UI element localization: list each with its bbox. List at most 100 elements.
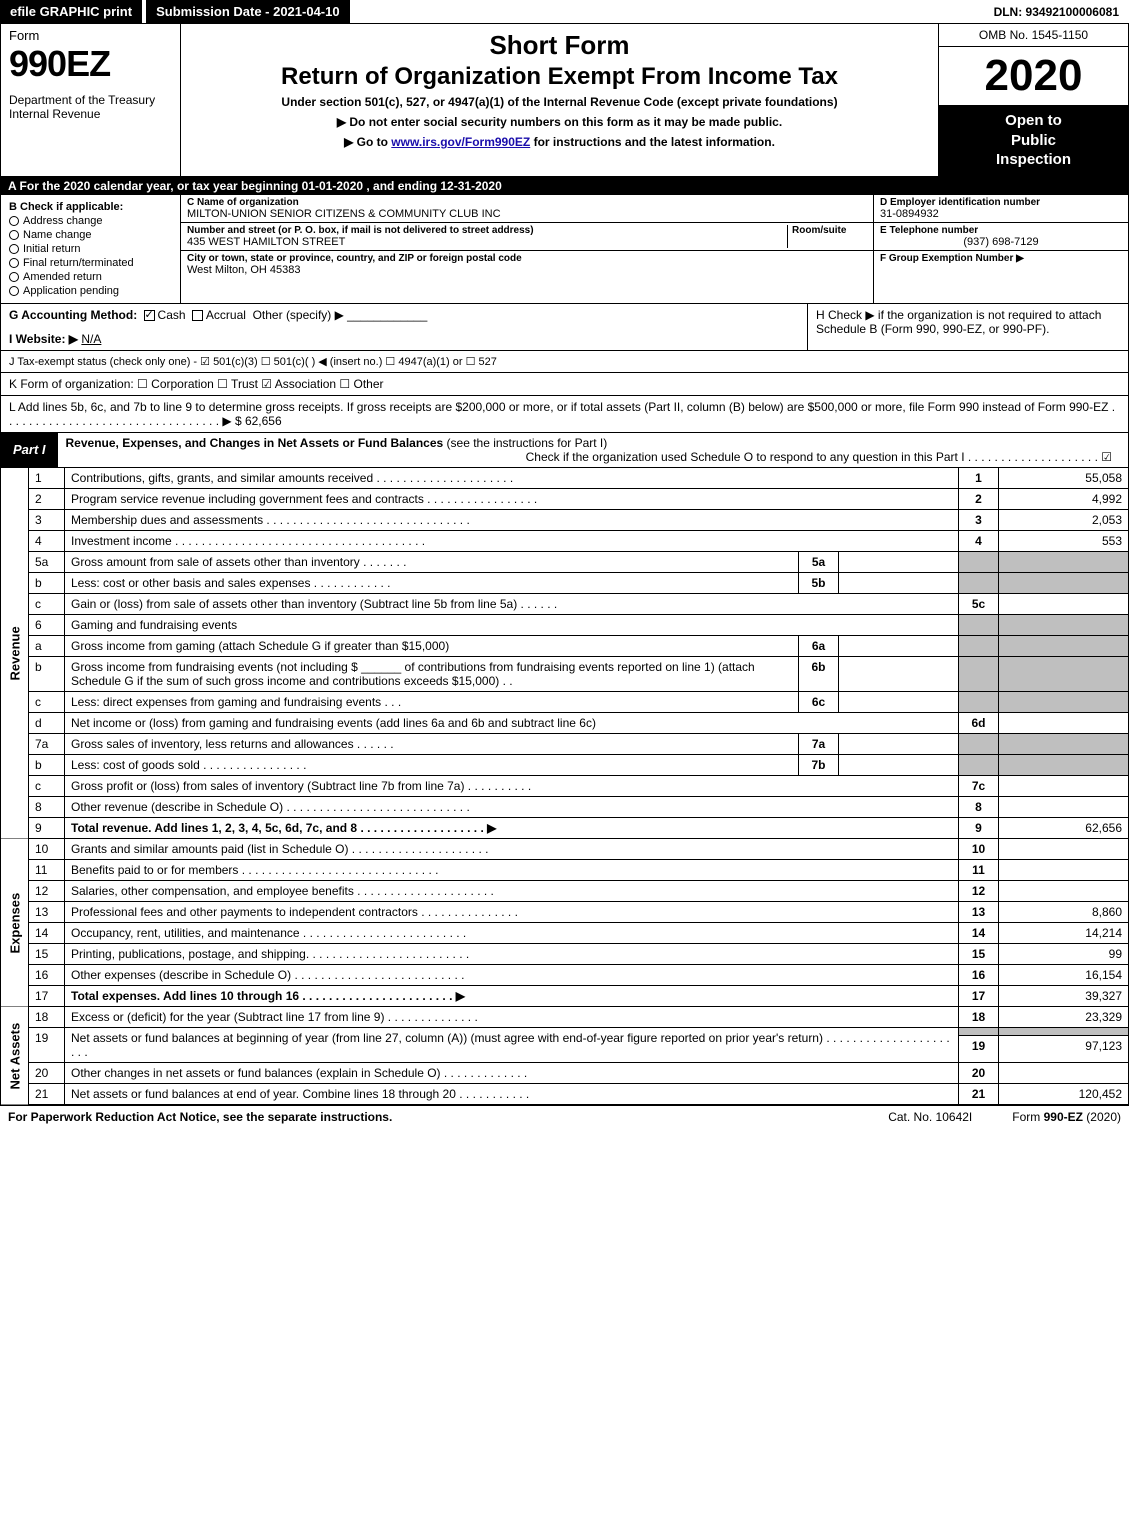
check-name: Name change [9, 229, 172, 241]
checkbox-icon[interactable] [9, 286, 19, 296]
j-tax-exempt: J Tax-exempt status (check only one) - ☑… [0, 351, 1129, 373]
ein-row: D Employer identification number 31-0894… [874, 195, 1128, 223]
table-row: 9 Total revenue. Add lines 1, 2, 3, 4, 5… [1, 817, 1129, 838]
city-row: City or town, state or province, country… [181, 251, 873, 278]
h-check: H Check ▶ if the organization is not req… [808, 304, 1128, 350]
goto-suffix: for instructions and the latest informat… [530, 135, 775, 149]
gh-block: G Accounting Method: Cash Accrual Other … [0, 304, 1129, 351]
inspect-line2: Public [943, 131, 1124, 151]
header-left: Form 990EZ Department of the Treasury In… [1, 24, 181, 176]
checkbox-icon[interactable] [9, 272, 19, 282]
tax-year: 2020 [939, 47, 1128, 105]
efile-label: efile GRAPHIC print [0, 0, 142, 23]
checkbox-icon[interactable] [9, 230, 19, 240]
dln: DLN: 93492100006081 [984, 1, 1129, 23]
room-label: Room/suite [792, 225, 867, 236]
table-row: 4 Investment income . . . . . . . . . . … [1, 530, 1129, 551]
subtitle: Under section 501(c), 527, or 4947(a)(1)… [193, 95, 926, 109]
table-row: Net Assets 18 Excess or (deficit) for th… [1, 1007, 1129, 1028]
group-row: F Group Exemption Number ▶ [874, 251, 1128, 266]
revenue-side-label: Revenue [1, 468, 29, 839]
checkbox-icon[interactable] [9, 258, 19, 268]
expenses-side-label: Expenses [1, 839, 29, 1007]
form-ref: Form 990-EZ (2020) [1012, 1110, 1121, 1124]
column-b: B Check if applicable: Address change Na… [1, 195, 181, 303]
table-row: c Gross profit or (loss) from sales of i… [1, 775, 1129, 796]
part1-header: Part I Revenue, Expenses, and Changes in… [0, 433, 1129, 468]
part1-check: Check if the organization used Schedule … [66, 450, 1120, 464]
table-row: c Less: direct expenses from gaming and … [1, 691, 1129, 712]
expenses-table: Expenses 10 Grants and similar amounts p… [0, 839, 1129, 1007]
part1-title: Revenue, Expenses, and Changes in Net As… [58, 433, 1128, 467]
table-row: b Less: cost or other basis and sales ex… [1, 572, 1129, 593]
check-final: Final return/terminated [9, 257, 172, 269]
table-row: 2 Program service revenue including gove… [1, 488, 1129, 509]
ssn-warning: ▶ Do not enter social security numbers o… [193, 115, 926, 129]
netassets-side-label: Net Assets [1, 1007, 29, 1105]
check-initial: Initial return [9, 243, 172, 255]
k-form-org: K Form of organization: ☐ Corporation ☐ … [0, 373, 1129, 396]
table-row: d Net income or (loss) from gaming and f… [1, 712, 1129, 733]
city-label: City or town, state or province, country… [187, 253, 867, 264]
check-address: Address change [9, 215, 172, 227]
col-b-heading: B Check if applicable: [9, 201, 172, 213]
inspect-line1: Open to [943, 111, 1124, 131]
ein: 31-0894932 [880, 208, 1122, 220]
cat-no: Cat. No. 10642I [888, 1110, 972, 1124]
check-amended: Amended return [9, 271, 172, 283]
header-center: Short Form Return of Organization Exempt… [181, 24, 938, 176]
table-row: 6 Gaming and fundraising events [1, 614, 1129, 635]
org-name: MILTON-UNION SENIOR CITIZENS & COMMUNITY… [187, 208, 867, 220]
table-row: 14 Occupancy, rent, utilities, and maint… [1, 922, 1129, 943]
phone-label: E Telephone number [880, 225, 1122, 236]
check-pending: Application pending [9, 285, 172, 297]
return-title: Return of Organization Exempt From Incom… [193, 63, 926, 91]
table-row: 19 Net assets or fund balances at beginn… [1, 1027, 1129, 1036]
phone-row: E Telephone number (937) 698-7129 [874, 223, 1128, 251]
submission-date: Submission Date - 2021-04-10 [146, 0, 350, 23]
goto-prefix: ▶ Go to [344, 135, 391, 149]
column-c: C Name of organization MILTON-UNION SENI… [181, 195, 873, 303]
l-text: L Add lines 5b, 6c, and 7b to line 9 to … [9, 400, 1115, 428]
h-text: H Check ▶ if the organization is not req… [816, 308, 1101, 336]
department: Department of the Treasury Internal Reve… [9, 93, 172, 121]
page-footer: For Paperwork Reduction Act Notice, see … [0, 1105, 1129, 1128]
l-amount: 62,656 [245, 414, 282, 428]
table-row: 21 Net assets or fund balances at end of… [1, 1083, 1129, 1104]
goto-line: ▶ Go to www.irs.gov/Form990EZ for instru… [193, 135, 926, 149]
checkbox-icon[interactable] [9, 216, 19, 226]
g-label: G Accounting Method: [9, 308, 137, 322]
column-d: D Employer identification number 31-0894… [873, 195, 1128, 303]
table-row: b Gross income from fundraising events (… [1, 656, 1129, 691]
website-value: N/A [81, 332, 101, 346]
info-block: B Check if applicable: Address change Na… [0, 195, 1129, 304]
inspect-line3: Inspection [943, 150, 1124, 170]
accrual-checkbox[interactable] [192, 310, 203, 321]
table-row: c Gain or (loss) from sale of assets oth… [1, 593, 1129, 614]
table-row: 5a Gross amount from sale of assets othe… [1, 551, 1129, 572]
addr-row: Number and street (or P. O. box, if mail… [181, 223, 873, 251]
i-label: I Website: ▶ [9, 332, 78, 346]
top-bar: efile GRAPHIC print Submission Date - 20… [0, 0, 1129, 24]
table-row: 13 Professional fees and other payments … [1, 901, 1129, 922]
city-state-zip: West Milton, OH 45383 [187, 264, 867, 276]
part1-label: Part I [1, 439, 58, 460]
table-row: 8 Other revenue (describe in Schedule O)… [1, 796, 1129, 817]
org-name-label: C Name of organization [187, 197, 867, 208]
table-row: 15 Printing, publications, postage, and … [1, 943, 1129, 964]
paperwork-notice: For Paperwork Reduction Act Notice, see … [8, 1110, 392, 1124]
table-row: 3 Membership dues and assessments . . . … [1, 509, 1129, 530]
table-row: 7a Gross sales of inventory, less return… [1, 733, 1129, 754]
table-row: b Less: cost of goods sold . . . . . . .… [1, 754, 1129, 775]
g-accounting: G Accounting Method: Cash Accrual Other … [1, 304, 808, 350]
checkbox-icon[interactable] [9, 244, 19, 254]
irs-link[interactable]: www.irs.gov/Form990EZ [391, 135, 530, 149]
table-row: Revenue 1 Contributions, gifts, grants, … [1, 468, 1129, 489]
table-row: 20 Other changes in net assets or fund b… [1, 1062, 1129, 1083]
omb-number: OMB No. 1545-1150 [939, 24, 1128, 47]
phone: (937) 698-7129 [880, 236, 1122, 248]
table-row: a Gross income from gaming (attach Sched… [1, 635, 1129, 656]
street-address: 435 WEST HAMILTON STREET [187, 236, 787, 248]
cash-checkbox[interactable] [144, 310, 155, 321]
form-number: 990EZ [9, 43, 172, 85]
